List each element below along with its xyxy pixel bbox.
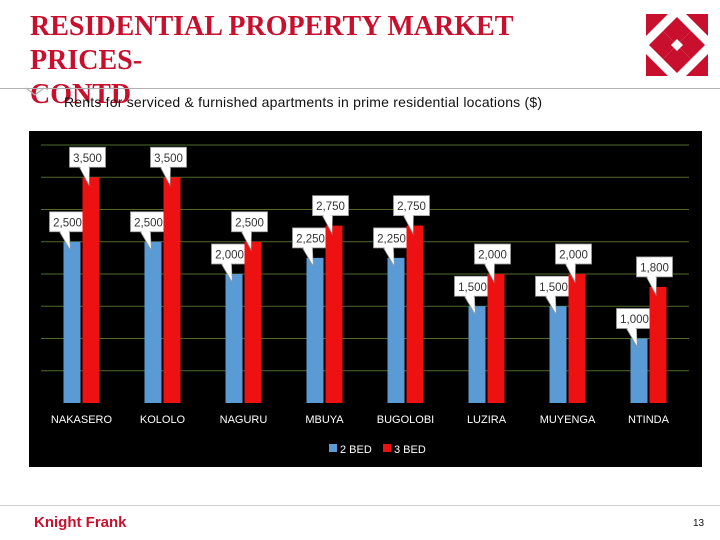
data-label-pointer-fill [384, 247, 394, 265]
footer-brand: Knight Frank [34, 514, 127, 531]
bar-2bed [630, 338, 648, 403]
data-label-pointer-fill [647, 276, 656, 294]
bar-3bed [406, 225, 424, 403]
knight-frank-logo-icon [646, 14, 708, 76]
category-label: MBUYA [305, 414, 344, 426]
data-label-pointer-fill [627, 327, 637, 345]
bar-2bed [225, 274, 243, 403]
bar-3bed [649, 286, 667, 403]
data-label-pointer-fill [404, 215, 413, 233]
data-label: 2,000 [215, 250, 244, 262]
bar-2bed [468, 306, 486, 403]
bar-2bed [387, 257, 405, 403]
category-label: BUGOLOBI [377, 414, 434, 426]
data-label: 2,000 [478, 250, 507, 262]
data-label: 2,750 [397, 201, 426, 213]
data-label: 2,000 [559, 250, 588, 262]
bar-2bed [306, 257, 324, 403]
data-label: 2,500 [134, 217, 163, 229]
data-label: 1,500 [539, 282, 568, 294]
bar-3bed [244, 241, 262, 403]
title-line-2: CONTD [30, 79, 132, 110]
title-line-1: RESIDENTIAL PROPERTY MARKET PRICES- [30, 11, 513, 76]
category-label: KOLOLO [140, 414, 186, 426]
data-label-pointer-fill [546, 295, 556, 313]
data-label: 2,500 [53, 217, 82, 229]
bar-3bed [487, 274, 505, 403]
data-label-pointer-fill [566, 263, 575, 281]
legend-swatch [329, 444, 337, 452]
data-label-pointer-fill [242, 231, 251, 249]
header-divider [0, 88, 720, 89]
legend-swatch [383, 444, 391, 452]
bar-3bed [82, 177, 100, 403]
data-label-pointer-fill [323, 215, 332, 233]
bar-2bed [144, 241, 162, 403]
chart-background [29, 131, 702, 467]
category-label: MUYENGA [540, 414, 596, 426]
data-label-pointer-fill [303, 247, 313, 265]
data-label: 1,000 [620, 314, 649, 326]
category-label: NTINDA [628, 414, 670, 426]
page-title: RESIDENTIAL PROPERTY MARKET PRICES- CONT… [30, 10, 590, 112]
rent-bar-chart: 2,500 3,500 NAKASERO 2,500 3,500 KOLOLO 2,000 2… [29, 131, 702, 467]
category-label: NAGURU [220, 414, 268, 426]
data-label: 3,500 [73, 153, 102, 165]
bar-3bed [568, 274, 586, 403]
bar-2bed [549, 306, 567, 403]
data-label: 2,250 [377, 233, 406, 245]
legend-label: 3 BED [394, 444, 426, 456]
legend-label: 2 BED [340, 444, 372, 456]
bar-3bed [163, 177, 181, 403]
bar-3bed [325, 225, 343, 403]
chart-subtitle: Rents for serviced & furnished apartment… [64, 94, 543, 110]
bar-2bed [63, 241, 81, 403]
data-label-pointer-fill [222, 263, 232, 281]
data-label: 2,250 [296, 233, 325, 245]
data-label: 1,800 [640, 262, 669, 274]
data-label-pointer-fill [161, 166, 170, 184]
page-number: 13 [693, 518, 705, 529]
header-notch-icon [25, 87, 45, 96]
data-label: 1,500 [458, 282, 487, 294]
footer-divider [0, 505, 720, 506]
category-label: NAKASERO [51, 414, 113, 426]
data-label: 3,500 [154, 153, 183, 165]
category-label: LUZIRA [467, 414, 507, 426]
data-label: 2,750 [316, 201, 345, 213]
data-label: 2,500 [235, 217, 264, 229]
